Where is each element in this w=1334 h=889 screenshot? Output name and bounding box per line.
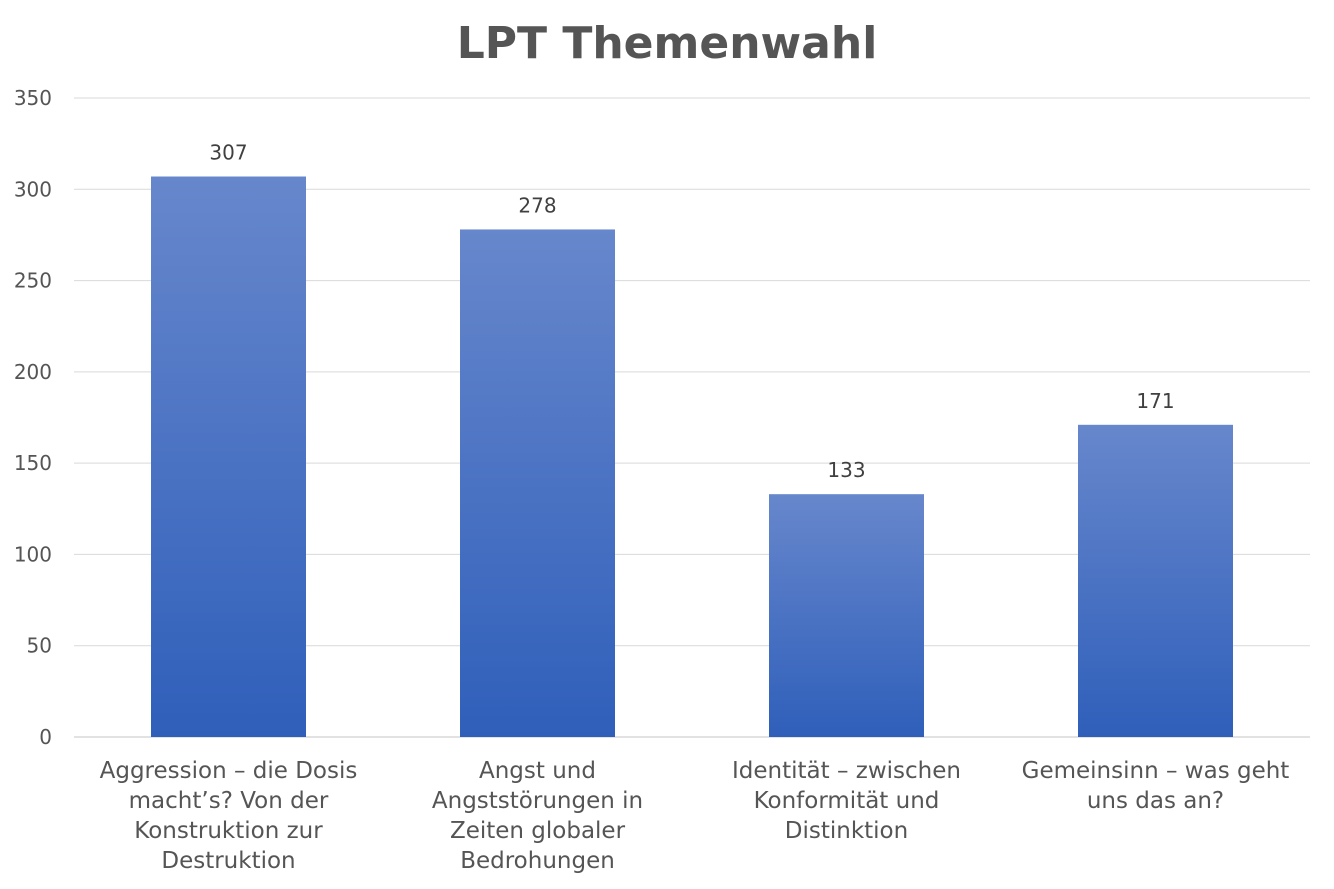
y-tick-label: 0 <box>39 725 52 749</box>
y-tick-label: 200 <box>14 360 52 384</box>
x-tick-label: Identität – zwischen Konformität und Disti… <box>697 756 997 846</box>
bar <box>1078 424 1233 737</box>
x-tick-label-line: Identität – zwischen <box>732 758 961 784</box>
y-tick-label: 50 <box>27 634 52 658</box>
y-axis-ticks: 0 50 100 150 200 250 300 350 <box>14 86 52 749</box>
data-label: 278 <box>518 193 556 217</box>
y-tick-label: 150 <box>14 451 52 475</box>
x-tick-label-line: macht’s? Von der <box>128 788 329 814</box>
x-tick-label-line: Angst und <box>479 758 596 784</box>
x-tick-label-line: Konstruktion zur <box>134 818 323 844</box>
y-tick-label: 250 <box>14 269 52 293</box>
chart-title: LPT Themenwahl <box>456 18 878 69</box>
bar <box>769 494 924 737</box>
y-tick-label: 350 <box>14 86 52 110</box>
x-tick-label-line: Angststörungen in <box>431 788 644 814</box>
y-tick-label: 300 <box>14 177 52 201</box>
bars <box>151 176 1233 738</box>
x-tick-label-line: uns das an? <box>1086 788 1225 814</box>
x-tick-label-line: Distinktion <box>784 818 909 844</box>
data-label: 171 <box>1136 389 1174 413</box>
data-label: 307 <box>209 141 247 165</box>
x-tick-label-line: Destruktion <box>161 848 296 874</box>
bar <box>460 229 615 738</box>
x-tick-label-line: Konformität und <box>753 788 940 814</box>
x-tick-label-line: Gemeinsinn – was geht <box>1021 758 1290 784</box>
y-tick-label: 100 <box>14 542 52 566</box>
x-tick-label-line: Bedrohungen <box>460 848 615 874</box>
bar <box>151 176 306 737</box>
x-tick-label: Angst und Angststörungen in Zeiten globale… <box>388 756 688 876</box>
x-tick-label-line: Zeiten globaler <box>449 818 626 844</box>
x-tick-label: Gemeinsinn – was geht uns das an? <box>1006 756 1306 816</box>
x-tick-label-line: Aggression – die Dosis <box>99 758 358 784</box>
data-labels: 307 278 133 171 <box>209 141 1174 483</box>
data-label: 133 <box>827 458 865 482</box>
x-tick-label: Aggression – die Dosis macht’s? Von der Ko… <box>79 756 379 876</box>
